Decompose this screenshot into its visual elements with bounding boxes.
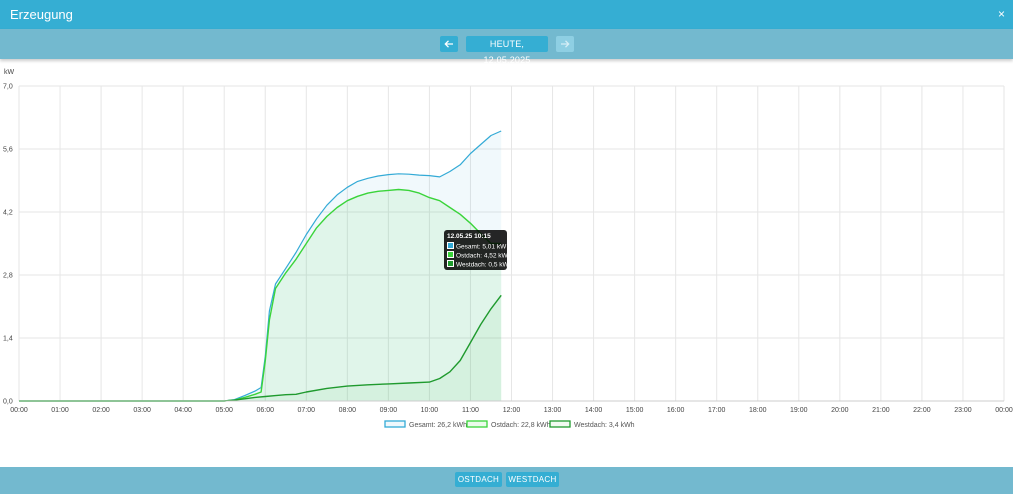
date-navigation-bar: HEUTE, 12.05.2025 [0, 29, 1013, 65]
x-tick-label: 14:00 [585, 407, 603, 414]
x-tick-label: 16:00 [667, 407, 685, 414]
y-axis-label: kW [4, 69, 15, 76]
x-tick-label: 23:00 [954, 407, 972, 414]
x-tick-label: 09:00 [380, 407, 398, 414]
y-tick-label: 1,4 [3, 336, 13, 343]
legend-swatch [466, 420, 488, 428]
legend-entry: Westdach: 3,4 kWh [574, 422, 635, 429]
series-area-westdach [19, 295, 502, 401]
x-tick-label: 08:00 [339, 407, 357, 414]
production-chart: 00:00 01:00 02:00 03:00 04:00 05:00 06:00 07:00… [0, 59, 1013, 467]
series-area-ostdach [19, 189, 502, 401]
x-tick-label: 07:00 [298, 407, 316, 414]
legend-swatch [384, 420, 406, 428]
x-tick-label: 00:00 [10, 407, 28, 414]
chart-tooltip: 12.05.25 10:15 Gesamt: 5,01 kW Ostdach: … [444, 230, 509, 270]
y-tick-label: 4,2 [3, 210, 13, 217]
tooltip-row-gesamt: Gesamt: 5,01 kW [447, 242, 507, 251]
gesamt-swatch-icon [447, 242, 454, 249]
x-tick-label: 18:00 [749, 407, 767, 414]
x-tick-label: 11:00 [462, 407, 479, 414]
x-tick-label: 17:00 [708, 407, 726, 414]
previous-day-button[interactable] [440, 36, 458, 52]
y-tick-label: 0,0 [3, 399, 13, 406]
x-tick-label: 06:00 [256, 407, 274, 414]
x-tick-label: 21:00 [872, 407, 890, 414]
arrow-right-icon [561, 40, 570, 48]
y-tick-label: 2,8 [3, 273, 13, 280]
series-line-westdach [19, 294, 502, 402]
x-tick-label: 01:00 [51, 407, 69, 414]
westdach-swatch-icon [447, 260, 454, 267]
series-area-gesamt [19, 131, 502, 401]
x-tick-label: 13:00 [544, 407, 562, 414]
production-chart-svg: 00:00 01:00 02:00 03:00 04:00 05:00 06:00 07:00… [3, 69, 1013, 429]
x-tick-label: 05:00 [215, 407, 233, 414]
ostdach-swatch-icon [447, 251, 454, 258]
legend-entry: Gesamt: 26,2 kWh [409, 422, 467, 429]
footer-bar: OSTDACH WESTDACH [0, 467, 1013, 494]
x-tick-label: 12:00 [503, 407, 521, 414]
x-tick-label: 02:00 [92, 407, 110, 414]
tooltip-ostdach-value: Ostdach: 4,52 kW [456, 252, 508, 260]
window-title: Erzeugung [10, 7, 73, 22]
tooltip-title: 12.05.25 10:15 [447, 233, 491, 240]
x-tick-label: 19:00 [790, 407, 808, 414]
legend-swatch [549, 420, 571, 428]
x-tick-label: 22:00 [913, 407, 931, 414]
close-icon[interactable]: × [997, 7, 1005, 21]
legend-entry: Ostdach: 22,8 kWh [491, 422, 551, 429]
series-line-ostdach [19, 188, 502, 402]
arrow-left-icon [444, 40, 453, 48]
next-day-button[interactable] [556, 36, 574, 52]
x-tick-label: 20:00 [831, 407, 849, 414]
tooltip-westdach-value: Westdach: 0,5 kW [456, 261, 509, 269]
ostdach-button[interactable]: OSTDACH [455, 472, 502, 487]
y-tick-label: 7,0 [3, 84, 13, 91]
tooltip-row-ostdach: Ostdach: 4,52 kW [447, 251, 508, 260]
x-tick-label: 04:00 [174, 407, 192, 414]
date-picker-button[interactable]: HEUTE, 12.05.2025 [466, 36, 548, 65]
x-tick-label: 00:00 [995, 407, 1013, 414]
tooltip-gesamt-value: Gesamt: 5,01 kW [456, 243, 507, 251]
westdach-button[interactable]: WESTDACH [506, 472, 559, 487]
x-tick-label: 15:00 [626, 407, 644, 414]
tooltip-row-westdach: Westdach: 0,5 kW [447, 260, 509, 269]
y-tick-label: 5,6 [3, 147, 13, 154]
window-titlebar: Erzeugung × [0, 0, 1013, 29]
x-tick-label: 03:00 [133, 407, 151, 414]
x-tick-label: 10:00 [421, 407, 439, 414]
